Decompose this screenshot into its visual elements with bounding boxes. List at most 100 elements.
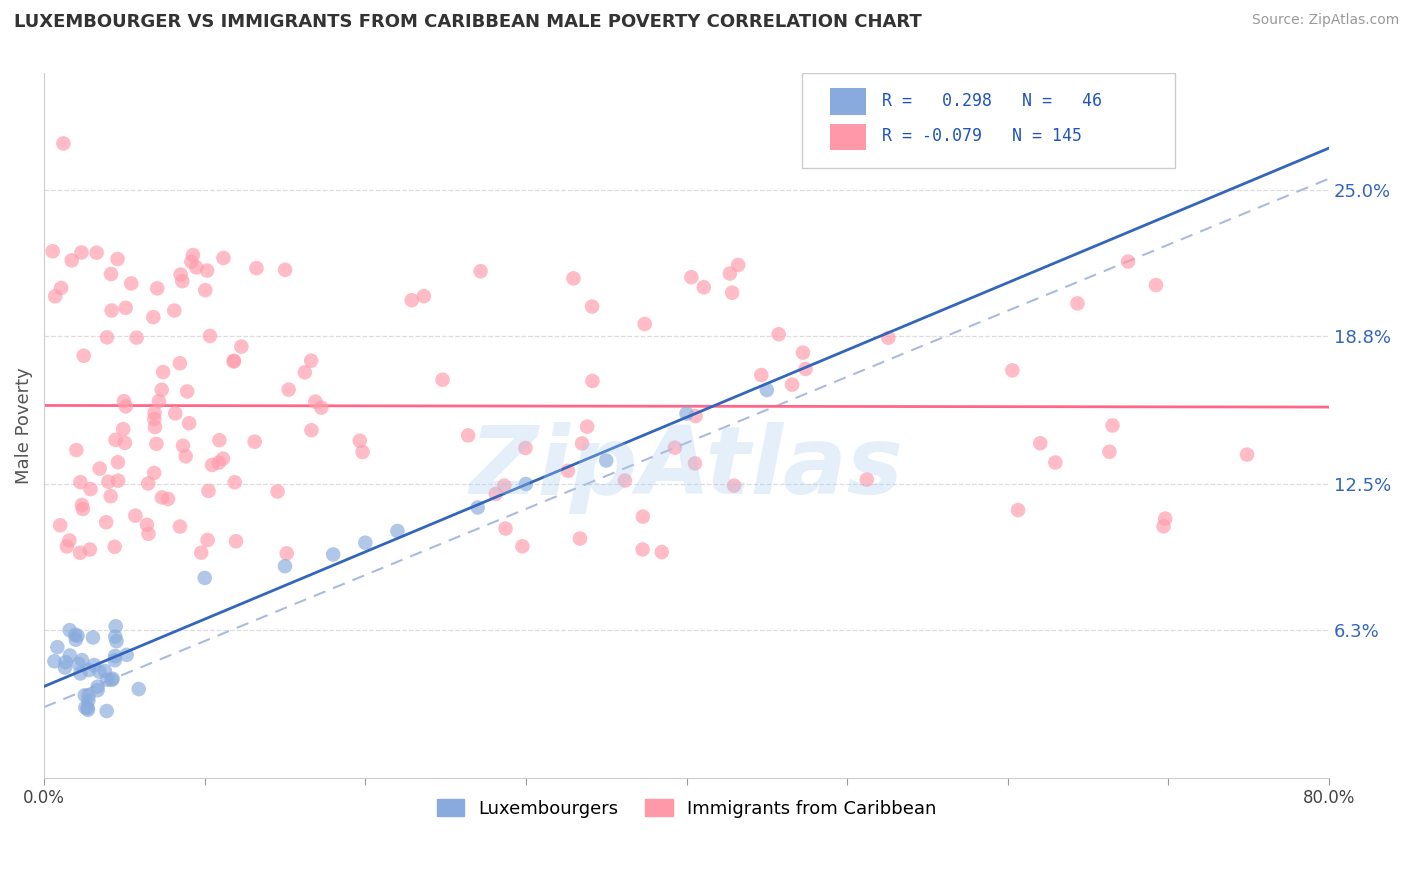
Point [105, 634, 128, 648]
Point [150, 491, 173, 505]
Point [152, 365, 174, 379]
Point [349, 434, 371, 448]
Point [212, 451, 235, 466]
Point [100, 303, 122, 318]
Point [49, 281, 72, 295]
Point [44, 654, 66, 668]
Point [231, 340, 253, 354]
Point [114, 301, 136, 315]
Point [470, 264, 492, 278]
Point [651, 545, 673, 559]
Point [77, 689, 100, 703]
Point [70, 498, 93, 512]
Point [354, 535, 377, 549]
Point [77, 693, 100, 707]
Point [794, 362, 817, 376]
Point [73, 349, 96, 363]
Point [515, 477, 537, 491]
Point [104, 653, 127, 667]
Legend: Luxembourgers, Immigrants from Caribbean: Luxembourgers, Immigrants from Caribbean [429, 792, 943, 825]
Point [142, 310, 165, 325]
Y-axis label: Male Poverty: Male Poverty [15, 367, 32, 483]
Point [69, 546, 91, 560]
Point [135, 517, 157, 532]
Point [727, 258, 749, 272]
Point [186, 260, 208, 275]
Point [174, 450, 197, 464]
Point [143, 420, 166, 434]
Point [79, 482, 101, 496]
Point [100, 673, 122, 687]
Point [41, 244, 63, 259]
Point [172, 274, 194, 288]
Point [581, 300, 603, 314]
Text: Source: ZipAtlas.com: Source: ZipAtlas.com [1251, 13, 1399, 28]
Point [86, 683, 108, 698]
Point [67, 657, 90, 671]
Point [780, 377, 803, 392]
Point [768, 327, 790, 342]
Point [266, 484, 288, 499]
Point [120, 277, 142, 291]
Point [304, 394, 326, 409]
Point [595, 453, 617, 467]
Point [44, 289, 66, 303]
Point [73, 689, 96, 703]
Point [150, 383, 173, 397]
Point [352, 445, 374, 459]
Point [172, 439, 194, 453]
Point [245, 261, 267, 276]
Point [243, 434, 266, 449]
Point [749, 368, 772, 382]
Point [69, 475, 91, 490]
Point [755, 383, 778, 397]
Point [1144, 278, 1167, 293]
Point [1001, 363, 1024, 377]
Point [387, 524, 409, 538]
Text: R =   0.298   N =   46: R = 0.298 N = 46 [882, 92, 1102, 111]
Point [104, 619, 127, 633]
Point [83, 658, 105, 673]
Point [169, 268, 191, 282]
Point [225, 534, 247, 549]
Point [877, 331, 900, 345]
Point [1101, 418, 1123, 433]
Point [208, 456, 231, 470]
Point [693, 280, 716, 294]
Text: ZipAtlas: ZipAtlas [470, 422, 904, 514]
Point [681, 270, 703, 285]
Point [52, 136, 75, 151]
Point [104, 630, 127, 644]
Point [664, 441, 686, 455]
Point [1098, 444, 1121, 458]
Point [70, 245, 93, 260]
Point [75, 700, 97, 714]
Point [222, 353, 245, 368]
Point [89, 461, 111, 475]
Point [70, 653, 93, 667]
Point [631, 509, 654, 524]
Point [634, 317, 657, 331]
Point [571, 436, 593, 450]
Point [96, 515, 118, 529]
Point [194, 283, 217, 297]
Point [1236, 448, 1258, 462]
Point [169, 519, 191, 533]
Point [96, 330, 118, 344]
Point [631, 542, 654, 557]
Point [112, 394, 135, 409]
Point [512, 539, 534, 553]
Point [675, 407, 697, 421]
Point [212, 251, 235, 265]
Point [495, 522, 517, 536]
Point [58, 533, 80, 548]
Point [107, 455, 129, 469]
Point [104, 433, 127, 447]
Bar [831, 124, 866, 151]
Point [792, 345, 814, 359]
Point [55, 655, 77, 669]
Point [124, 508, 146, 523]
Point [568, 532, 591, 546]
Point [77, 663, 100, 677]
FancyBboxPatch shape [803, 73, 1175, 168]
